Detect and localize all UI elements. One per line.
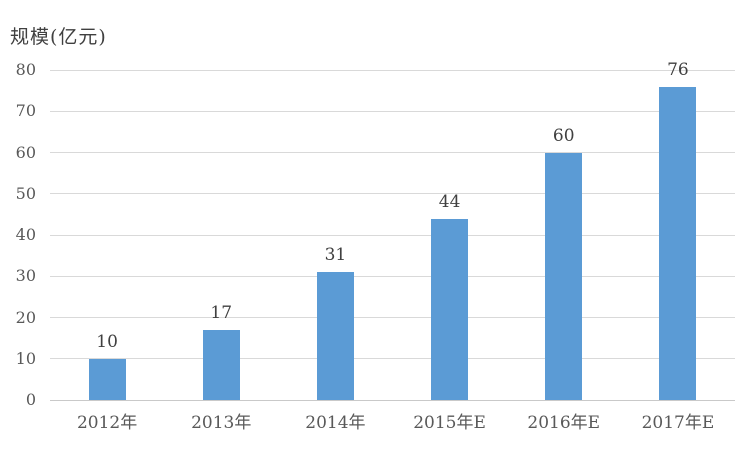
y-tick-label: 30 [15,266,36,286]
y-tick-label: 20 [15,307,36,327]
x-axis-line [50,399,735,401]
data-label: 10 [96,331,118,352]
y-tick-label: 60 [15,142,36,162]
data-label: 31 [324,245,347,266]
y-tick-label: 70 [15,101,36,121]
y-tick-label: 40 [15,225,36,244]
bar [202,329,240,400]
gridline [50,275,735,277]
bar [431,218,469,400]
data-label: 17 [210,302,233,323]
x-tick-label: 2014年 [305,413,366,433]
gridline [50,110,735,112]
gridline [50,193,735,195]
data-label: 60 [552,125,575,146]
bar [545,152,583,400]
chart-title: 规模(亿元) [10,26,107,48]
x-tick-label: 2013年 [191,413,252,433]
bar [659,86,697,400]
bar [316,272,354,400]
y-tick-label: 80 [15,60,36,79]
gridline [50,317,735,318]
y-tick-label: 10 [15,348,36,368]
x-tick-label: 2015年E [413,413,486,433]
data-label: 76 [667,59,689,80]
x-tick-label: 2016年E [527,413,601,433]
gridline [50,358,735,360]
gridline [50,234,735,236]
y-tick-label: 50 [15,183,36,203]
gridline [50,69,735,71]
y-tick-label: 0 [25,390,36,409]
x-tick-label: 2012年 [76,413,138,433]
bar [88,358,126,400]
data-label: 44 [438,191,461,212]
gridline [50,152,735,153]
x-tick-label: 2017年E [641,413,715,433]
